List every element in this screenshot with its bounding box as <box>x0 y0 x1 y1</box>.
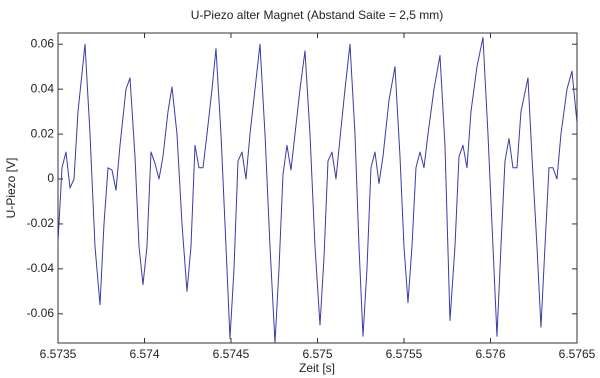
x-axis-label: Zeit [s] <box>299 361 335 375</box>
y-axis-label: U-Piezo [V] <box>4 158 18 219</box>
y-tick-label: -0.06 <box>27 306 55 320</box>
x-tick-label: 6.5735 <box>40 347 77 361</box>
y-tick-label: 0.04 <box>31 81 55 95</box>
y-tick-label: -0.02 <box>27 216 55 230</box>
y-tick-label: 0 <box>47 171 54 185</box>
x-tick-label: 6.5755 <box>386 347 423 361</box>
x-tick-label: 6.5745 <box>213 347 250 361</box>
y-tick-label: 0.06 <box>31 36 55 50</box>
x-tick-label: 6.576 <box>475 347 505 361</box>
x-tick-label: 6.574 <box>129 347 159 361</box>
chart-title: U-Piezo alter Magnet (Abstand Saite = 2,… <box>191 8 443 22</box>
y-tick-label: 0.02 <box>31 126 55 140</box>
x-tick-label: 6.575 <box>302 347 332 361</box>
x-tick-label: 6.5765 <box>559 347 596 361</box>
data-line <box>57 36 578 344</box>
y-tick-label: -0.04 <box>27 261 55 275</box>
